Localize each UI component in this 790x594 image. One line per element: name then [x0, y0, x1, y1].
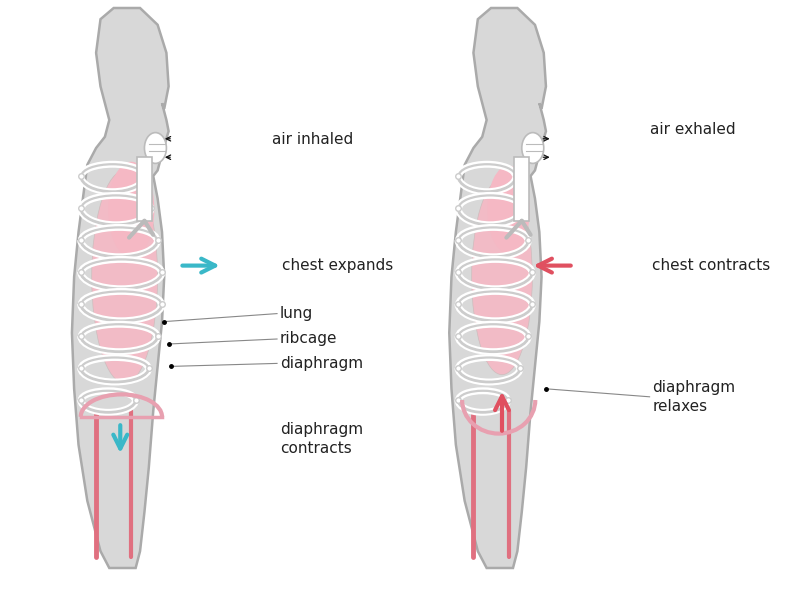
Text: air inhaled: air inhaled [273, 132, 353, 147]
Ellipse shape [472, 179, 532, 375]
Text: diaphragm
contracts: diaphragm contracts [280, 422, 363, 456]
Text: diaphragm: diaphragm [280, 356, 363, 371]
Text: air exhaled: air exhaled [649, 122, 735, 137]
Polygon shape [72, 8, 168, 568]
Polygon shape [514, 157, 529, 221]
Text: lung: lung [280, 306, 313, 321]
Ellipse shape [145, 132, 167, 163]
Text: chest expands: chest expands [282, 258, 393, 273]
Text: ribcage: ribcage [280, 331, 337, 346]
Ellipse shape [92, 170, 158, 383]
Text: chest contracts: chest contracts [653, 258, 771, 273]
Ellipse shape [521, 132, 544, 163]
Ellipse shape [487, 166, 530, 254]
Text: diaphragm
relaxes: diaphragm relaxes [653, 380, 735, 413]
Polygon shape [137, 157, 152, 221]
Ellipse shape [108, 162, 154, 257]
Polygon shape [450, 8, 546, 568]
